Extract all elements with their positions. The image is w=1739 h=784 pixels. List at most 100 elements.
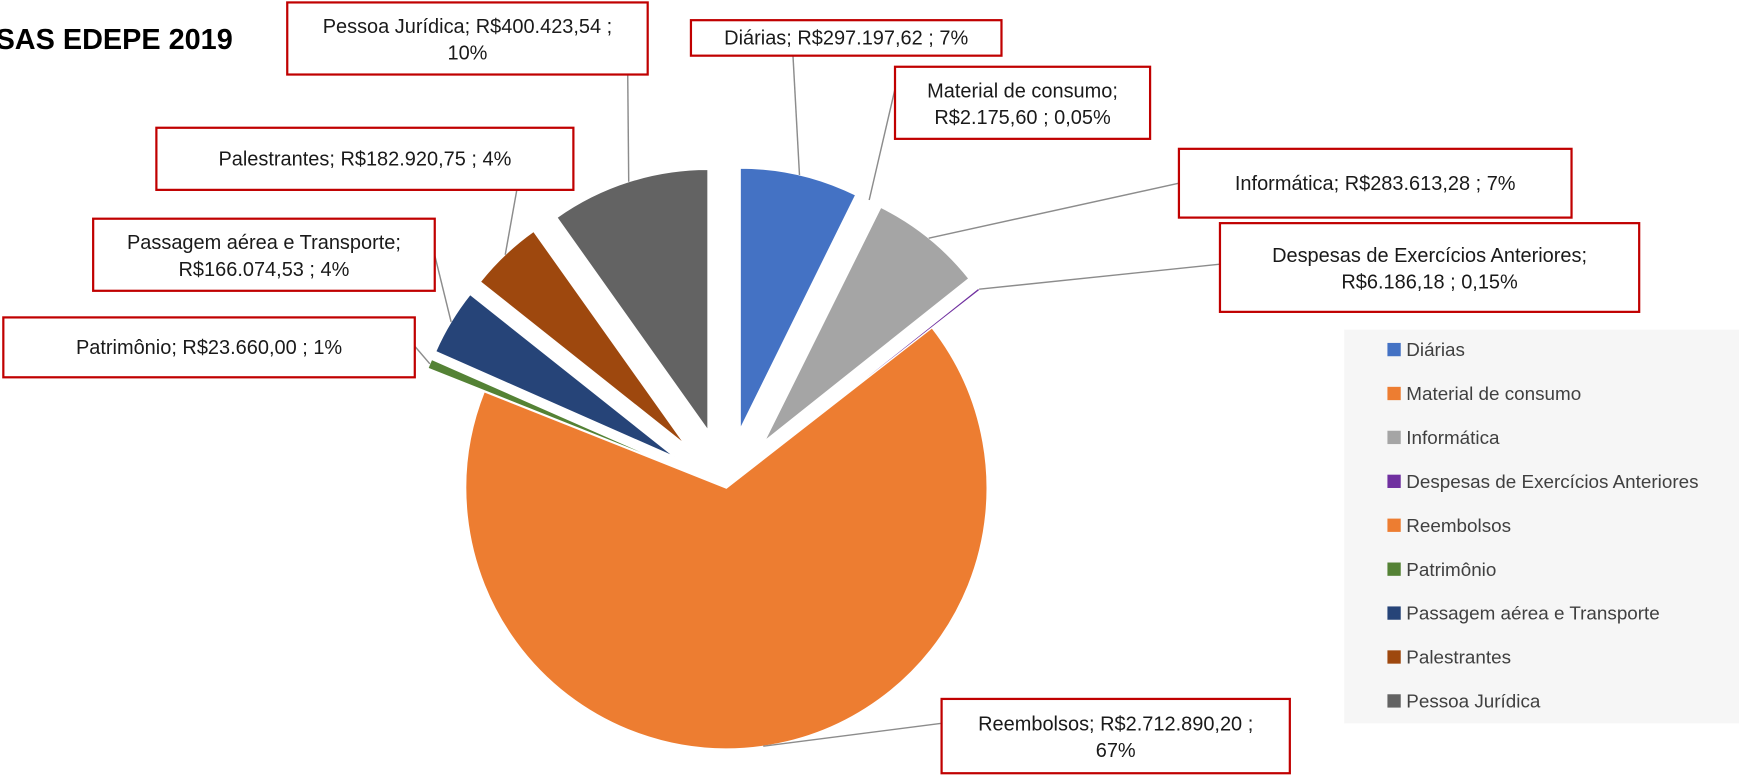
data-label-box [1177, 147, 1573, 219]
legend-label: Material de consumo [1406, 383, 1581, 404]
pie-slice [739, 167, 857, 430]
data-label-separator: ; [297, 337, 314, 359]
leader-line [979, 263, 1221, 290]
data-label-part: Reembolsos [978, 714, 1089, 736]
data-label-part: R$297.197,62 [797, 28, 922, 50]
data-label-separator: ; [465, 16, 476, 38]
legend-label: Informática [1406, 427, 1500, 448]
data-label-box [155, 126, 575, 191]
legend-label: Patrimônio [1406, 559, 1496, 580]
data-label-part: 4% [482, 148, 511, 170]
legend-label: Diárias [1406, 339, 1465, 360]
data-label-part: 0,05% [1054, 107, 1111, 129]
data-label-part: R$400.423,54 [476, 16, 601, 38]
data-label-separator: ; [1038, 107, 1055, 129]
data-label-part: 0,15% [1461, 272, 1518, 294]
data-label-box [893, 65, 1152, 140]
data-label-part: R$2.175,60 [934, 107, 1037, 129]
data-label-part: Despesas de Exercícios Anteriores [1272, 245, 1581, 267]
leader-line [763, 722, 942, 747]
data-label-separator: ; [395, 232, 401, 254]
leader-line [868, 88, 896, 201]
data-label-separator: ; [1334, 173, 1345, 195]
data-label-part: Patrimônio [76, 337, 171, 359]
data-label-part: R$23.660,00 [182, 337, 296, 359]
data-label-part: Passagem aérea e Transporte [127, 232, 395, 254]
leader-line [792, 55, 801, 176]
pie-slice [435, 293, 675, 458]
legend-swatch [1387, 606, 1401, 620]
leader-line [504, 189, 518, 255]
legend-label: Pessoa Jurídica [1406, 691, 1541, 712]
legend-background [1344, 329, 1739, 724]
data-label-separator: ; [171, 337, 182, 359]
data-label-part: R$6.186,18 [1341, 272, 1444, 294]
data-label-separator: ; [466, 148, 483, 170]
data-label-separator: ; [923, 28, 940, 50]
data-label-part: Material de consumo [927, 80, 1112, 102]
data-label-box [92, 217, 436, 292]
leader-line [928, 182, 1180, 239]
legend-swatch [1387, 694, 1401, 708]
data-label-separator: ; [329, 148, 340, 170]
data-label-box [2, 316, 416, 379]
leader-line [627, 74, 630, 182]
leader-line [414, 345, 431, 365]
data-label: Patrimônio; R$23.660,00 ; 1% [76, 337, 342, 359]
data-label: Despesas de Exercícios Anteriores; R$6.18… [1272, 245, 1587, 294]
data-label-part: R$2.712.890,20 [1100, 714, 1242, 736]
data-label-separator: ; [601, 16, 612, 38]
data-label-part: R$182.920,75 [340, 148, 465, 170]
data-label-separator: ; [304, 259, 321, 281]
legend-swatch [1387, 518, 1401, 532]
pie-slice [764, 206, 970, 442]
data-label-box [286, 1, 649, 76]
data-label-separator: ; [1582, 245, 1588, 267]
data-label-part: 10% [447, 43, 487, 65]
chart-title: SAS EDEPE 2019 [0, 24, 233, 56]
legend-swatch [1387, 650, 1401, 664]
data-label-part: R$283.613,28 [1345, 173, 1470, 195]
data-label-separator: ; [786, 28, 797, 50]
legend-swatch [1387, 474, 1401, 488]
data-label: Diárias; R$297.197,62 ; 7% [724, 28, 968, 50]
pie-slice [774, 287, 981, 451]
data-label-box [689, 19, 1003, 57]
data-label: Pessoa Jurídica; R$400.423,54 ; 10% [323, 16, 613, 65]
data-label-separator: ; [1470, 173, 1487, 195]
legend-swatch [1387, 562, 1401, 576]
data-label-separator: ; [1445, 272, 1462, 294]
data-label-part: Diárias [724, 28, 786, 50]
legend-swatch [1387, 386, 1401, 401]
legend-label: Palestrantes [1406, 647, 1511, 668]
data-label-separator: ; [1089, 714, 1100, 736]
data-label-part: 1% [313, 337, 342, 359]
pie-slice [556, 168, 709, 432]
data-label-box [1218, 222, 1641, 313]
legend-swatch [1387, 430, 1401, 445]
legend-label: Passagem aérea e Transporte [1406, 603, 1660, 624]
data-label: Palestrantes; R$182.920,75 ; 4% [218, 148, 511, 170]
data-label-part: 7% [1487, 173, 1516, 195]
data-label-box [940, 697, 1291, 775]
data-label-separator: ; [1112, 80, 1118, 102]
legend-label: Reembolsos [1406, 515, 1511, 536]
data-label-part: 7% [939, 28, 968, 50]
data-label-part: Palestrantes [218, 148, 329, 170]
data-label: Passagem aérea e Transporte; R$166.074,53… [127, 232, 401, 281]
data-label-part: 4% [321, 259, 350, 281]
pie-slice [465, 327, 988, 750]
legend-label: Despesas de Exercícios Anteriores [1406, 471, 1698, 492]
data-label: Material de consumo; R$2.175,60 ; 0,05% [927, 80, 1118, 129]
data-label-part: Informática [1235, 173, 1335, 195]
data-label-separator: ; [1242, 714, 1253, 736]
data-label: Reembolsos; R$2.712.890,20 ; 67% [978, 714, 1253, 763]
data-label-part: 67% [1096, 740, 1136, 762]
data-label-part: Pessoa Jurídica [323, 16, 466, 38]
data-label-part: R$166.074,53 [179, 259, 304, 281]
leader-line [434, 255, 452, 323]
legend-swatch [1387, 342, 1401, 357]
data-label: Informática; R$283.613,28 ; 7% [1235, 173, 1516, 195]
